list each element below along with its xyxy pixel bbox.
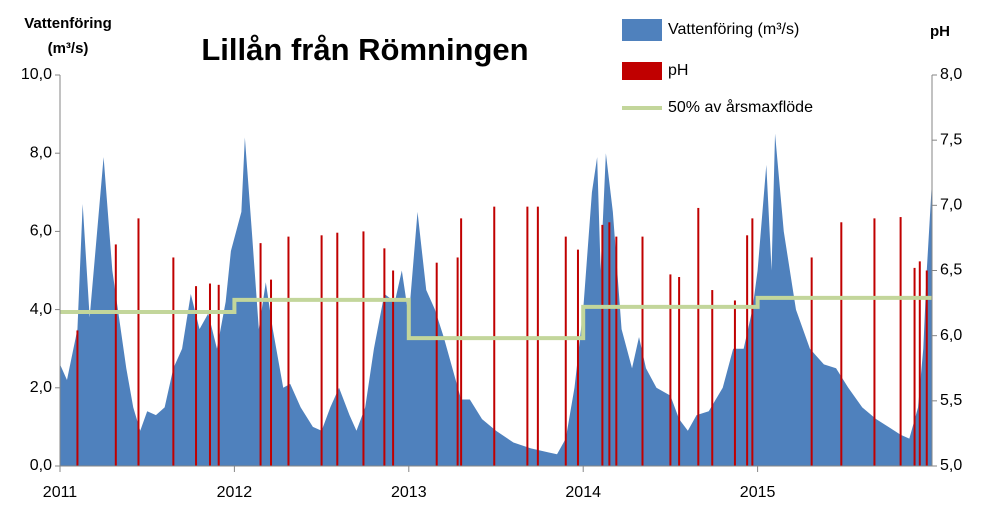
y-tick-label: 4,0 xyxy=(30,301,52,318)
ph-bar xyxy=(751,218,754,466)
legend-swatch xyxy=(622,62,662,80)
ph-bar xyxy=(873,218,876,466)
y2-tick-label: 6,0 xyxy=(940,327,962,344)
y2-tick-label: 5,0 xyxy=(940,457,962,474)
y-tick-label: 8,0 xyxy=(30,144,52,161)
ph-bar xyxy=(564,236,567,466)
ph-bar xyxy=(608,222,611,466)
ph-bar xyxy=(114,244,117,466)
ph-bar xyxy=(899,217,902,466)
ph-bar xyxy=(76,330,79,466)
ph-bar xyxy=(362,231,365,466)
ph-bar xyxy=(287,236,290,466)
legend-label: Vattenföring (m³/s) xyxy=(668,21,799,38)
ph-bar xyxy=(641,236,644,466)
ph-bar xyxy=(137,218,140,466)
ph-bar xyxy=(810,257,813,466)
ph-bar xyxy=(259,243,262,466)
y2-tick-label: 6,5 xyxy=(940,262,962,279)
ph-bar xyxy=(435,262,438,466)
y2-axis-label: pH xyxy=(930,23,950,40)
x-tick-label: 2013 xyxy=(391,484,427,501)
ph-bar xyxy=(913,267,916,466)
ph-bar xyxy=(208,283,211,466)
ph-bar xyxy=(456,257,459,466)
ph-bar xyxy=(217,284,220,466)
y-tick-label: 0,0 xyxy=(30,457,52,474)
ph-bar xyxy=(336,232,339,466)
x-tick-label: 2011 xyxy=(43,484,78,501)
y2-tick-label: 7,5 xyxy=(940,131,962,148)
ph-bar xyxy=(172,257,175,466)
y2-tick-label: 5,5 xyxy=(940,392,962,409)
legend-label: 50% av årsmaxflöde xyxy=(668,98,813,116)
legend-label: pH xyxy=(668,62,688,79)
chart-title: Lillån från Römningen xyxy=(201,32,528,67)
y-tick-label: 10,0 xyxy=(21,66,52,83)
ph-bar xyxy=(460,218,463,466)
ph-bar xyxy=(678,277,681,466)
y2-tick-label: 8,0 xyxy=(940,66,962,83)
ph-bar xyxy=(925,270,928,466)
legend-swatch xyxy=(622,19,662,41)
ph-bar xyxy=(669,274,672,466)
y-tick-label: 6,0 xyxy=(30,223,52,240)
ph-bar xyxy=(918,261,921,466)
flow-area xyxy=(60,133,932,466)
ph-bar xyxy=(840,222,843,466)
y2-tick-label: 7,0 xyxy=(940,197,962,214)
x-tick-label: 2012 xyxy=(217,484,253,501)
y-axis-label: Vattenföring xyxy=(24,15,112,32)
ph-bar xyxy=(615,236,618,466)
ph-bar xyxy=(601,224,604,466)
ph-bar xyxy=(733,300,736,466)
x-tick-label: 2014 xyxy=(565,484,601,501)
ph-bar xyxy=(711,290,714,466)
y-tick-label: 2,0 xyxy=(30,379,52,396)
step-line xyxy=(60,295,932,341)
ph-bar xyxy=(270,279,273,466)
ph-bar xyxy=(392,270,395,466)
x-tick-label: 2015 xyxy=(740,484,776,501)
ph-bar xyxy=(746,235,749,466)
ph-bar xyxy=(195,286,198,466)
ph-bar xyxy=(697,207,700,466)
ph-bar xyxy=(576,249,579,466)
ph-bar xyxy=(320,235,323,466)
y-axis-label: (m³/s) xyxy=(48,40,89,57)
ph-bar xyxy=(383,248,386,466)
